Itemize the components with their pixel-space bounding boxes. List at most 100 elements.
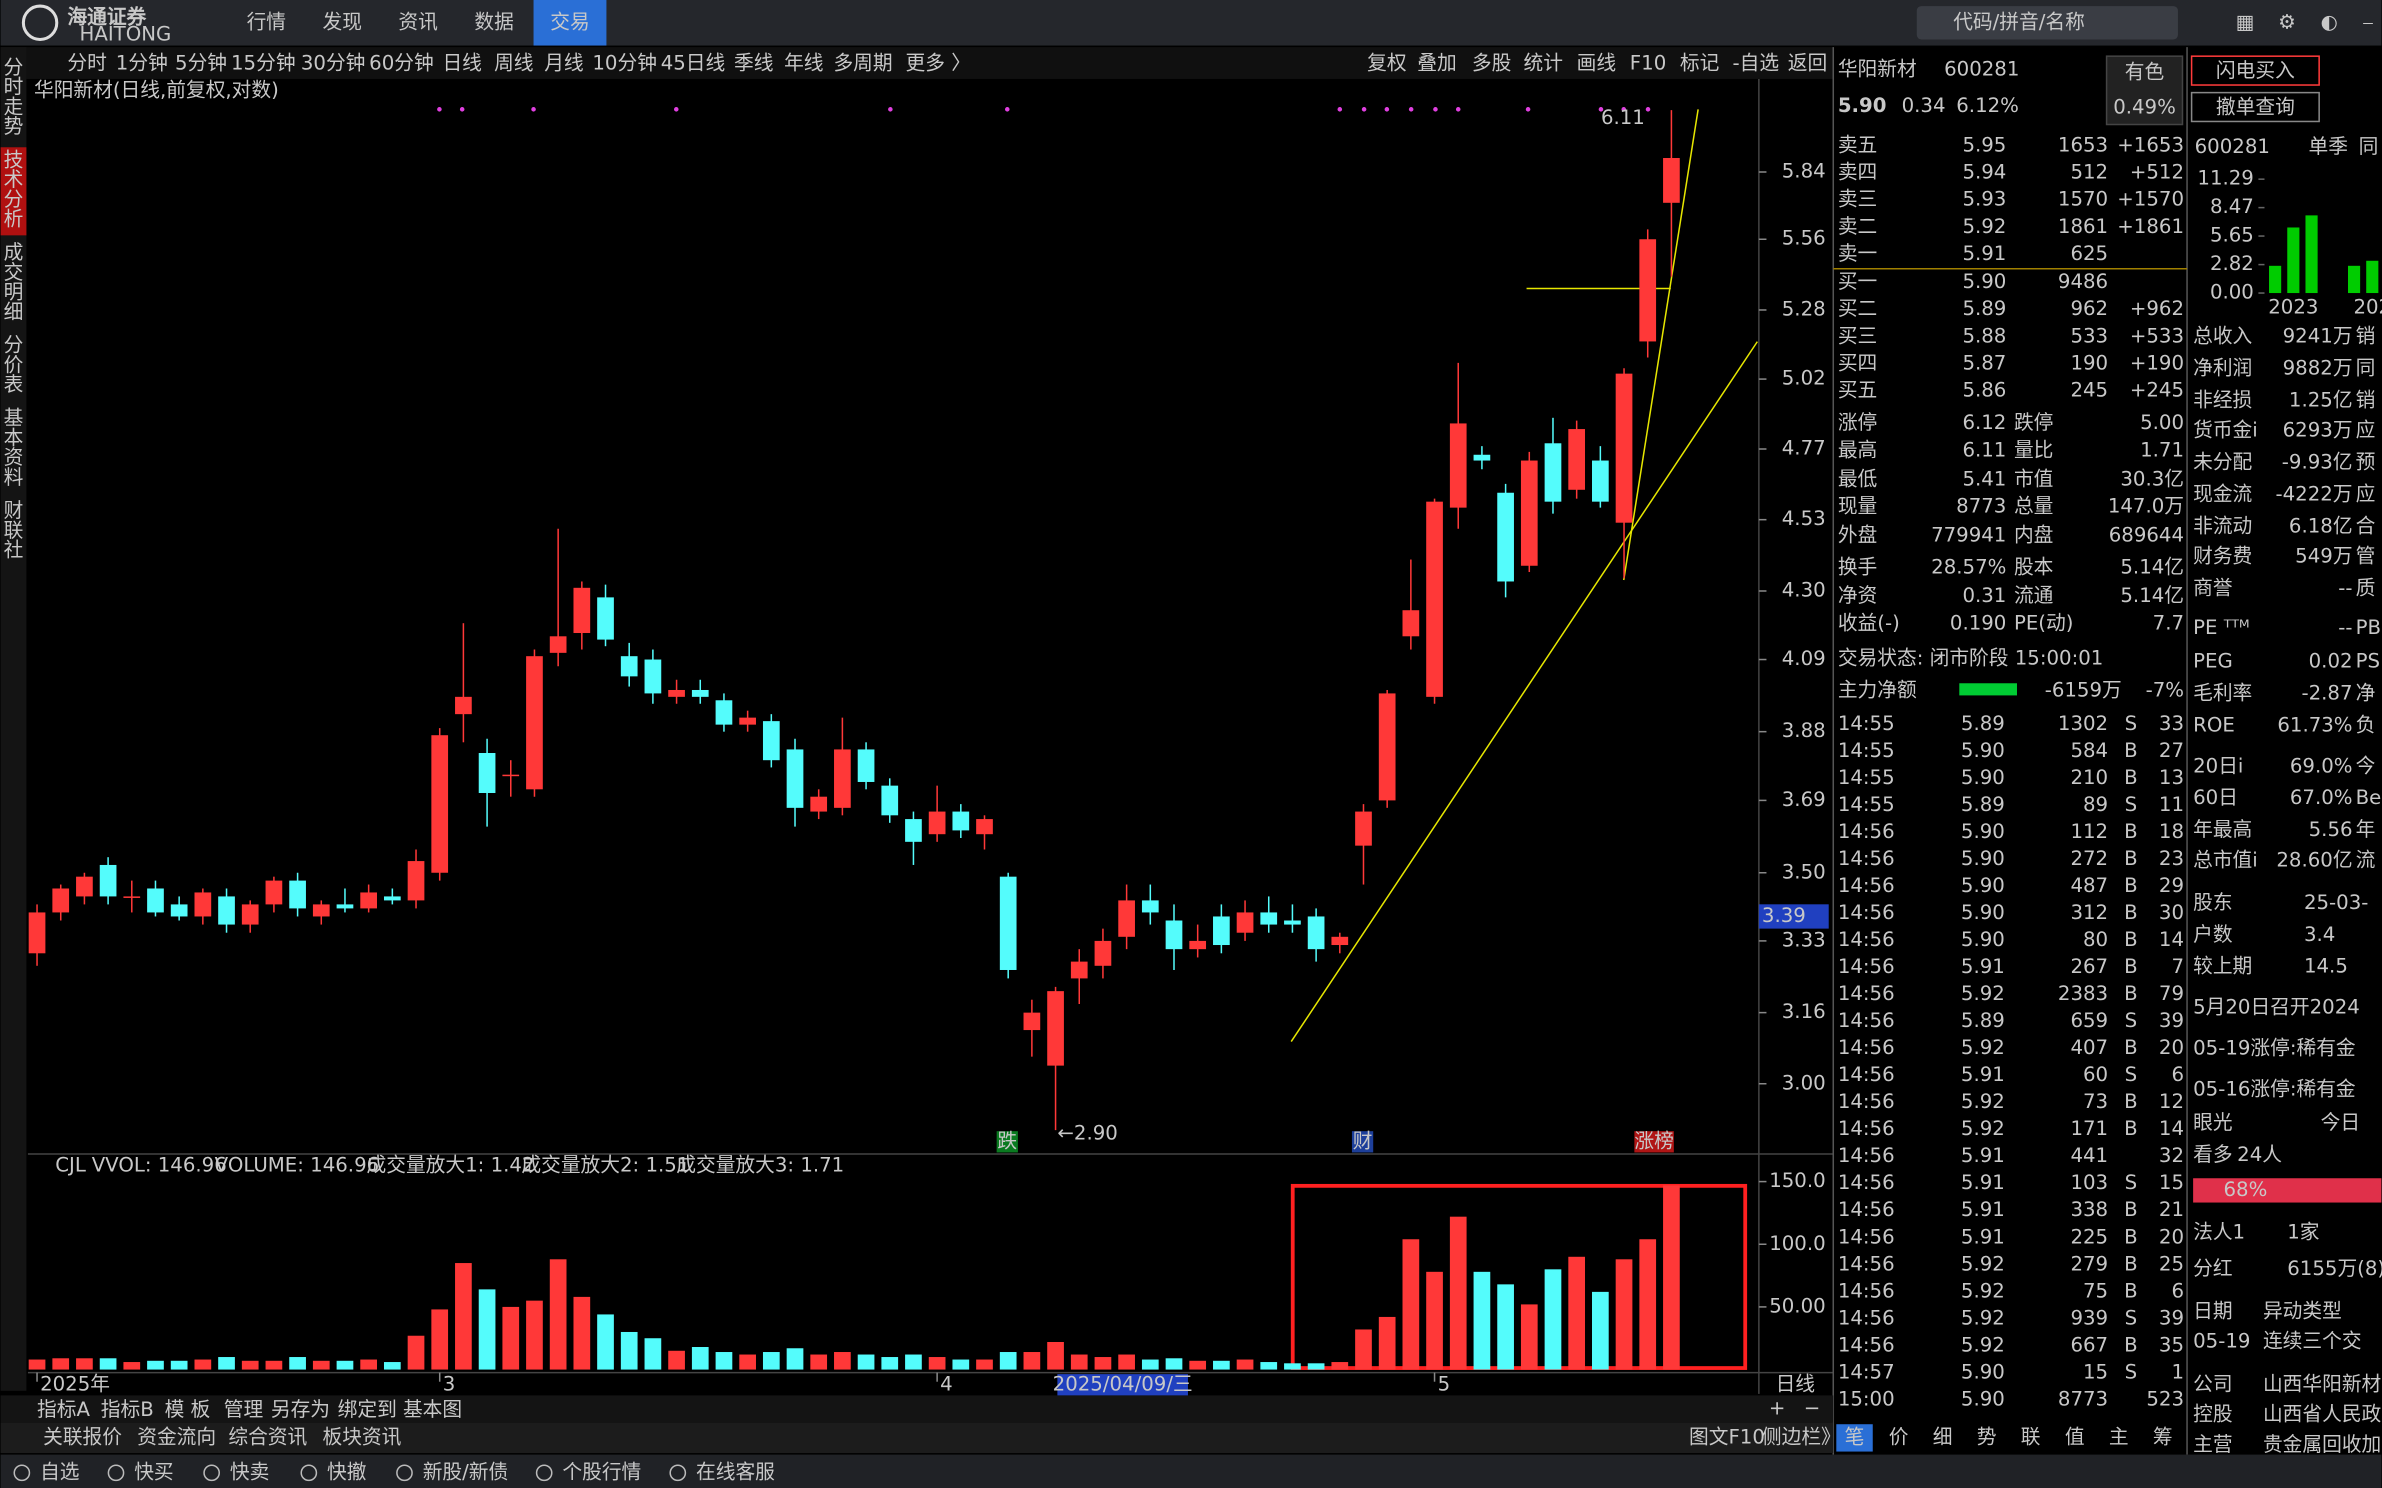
panel-tab[interactable]: 筹 xyxy=(2153,1425,2173,1448)
volume-bar xyxy=(336,1360,354,1370)
indicator-tab[interactable]: 管理 xyxy=(224,1398,264,1421)
taskbar-item[interactable]: 新股/新债 xyxy=(423,1460,509,1483)
period-tab[interactable]: 日线 xyxy=(442,51,481,74)
menu-item[interactable]: 发现 xyxy=(323,10,362,33)
tool-button[interactable]: F10 xyxy=(1630,51,1666,74)
trade-button[interactable] xyxy=(2190,55,2320,86)
side-tab-char[interactable]: 价 xyxy=(4,353,24,376)
period-tab[interactable]: 60分钟 xyxy=(369,51,434,74)
period-tab[interactable]: 多周期 xyxy=(833,51,892,74)
trade-button[interactable] xyxy=(2190,91,2320,123)
period-tab[interactable]: 周线 xyxy=(494,51,533,74)
period-tab[interactable]: 月线 xyxy=(544,51,583,74)
side-tab-char[interactable]: 分 xyxy=(4,56,24,79)
panel-tab[interactable]: 细 xyxy=(1933,1425,1953,1448)
side-tab-char[interactable]: 表 xyxy=(4,373,24,396)
taskbar-item[interactable]: 快卖 xyxy=(230,1460,269,1483)
period-tab[interactable]: 30分钟 xyxy=(301,51,366,74)
tool-button[interactable]: 返回 xyxy=(1788,51,1827,74)
trade-time: 14:56 xyxy=(1838,1198,1895,1221)
menu-item[interactable]: 交易 xyxy=(550,10,589,33)
side-tab-char[interactable]: 技 xyxy=(4,148,24,171)
menu-item[interactable]: 资讯 xyxy=(398,10,438,33)
side-tab-char[interactable]: 明 xyxy=(4,281,24,304)
side-tab-char[interactable]: 析 xyxy=(4,208,24,231)
side-tab-char[interactable]: 分 xyxy=(4,188,24,211)
taskbar-item[interactable]: 在线客服 xyxy=(696,1460,775,1483)
side-tab[interactable] xyxy=(1,498,27,566)
sector-box[interactable] xyxy=(2105,55,2184,126)
volume-bar xyxy=(857,1354,875,1370)
side-tab-char[interactable]: 分 xyxy=(4,334,24,357)
period-tab[interactable]: 分时 xyxy=(67,51,106,74)
status-tab[interactable]: 图文F10 xyxy=(1689,1425,1765,1448)
status-tab[interactable]: 板块资讯 xyxy=(322,1425,401,1448)
tool-button[interactable]: 多股 xyxy=(1472,51,1512,74)
side-tab[interactable] xyxy=(1,240,27,328)
indicator-tab[interactable]: 模 板 xyxy=(165,1398,211,1421)
taskbar-item[interactable]: 快买 xyxy=(134,1460,173,1483)
zoom-button[interactable]: − xyxy=(1804,1397,1821,1420)
volume-bar xyxy=(976,1359,993,1370)
side-tab[interactable] xyxy=(1,147,27,235)
indicator-tab[interactable]: 基本图 xyxy=(403,1398,462,1421)
period-tab[interactable]: 5分钟 xyxy=(175,51,227,74)
taskbar-item[interactable]: 自选 xyxy=(40,1460,80,1483)
side-tab-char[interactable]: 势 xyxy=(4,115,24,138)
tool-button[interactable]: 画线 xyxy=(1577,51,1616,74)
panel-tab[interactable]: 势 xyxy=(1977,1425,1997,1448)
period-tab[interactable]: 季线 xyxy=(734,51,773,74)
panel-tab[interactable]: 笔 xyxy=(1845,1425,1865,1448)
period-tab[interactable]: 10分钟 xyxy=(592,51,657,74)
menu-item[interactable]: 行情 xyxy=(247,10,286,33)
tool-button[interactable]: 统计 xyxy=(1524,51,1563,74)
status-tab[interactable]: 综合资讯 xyxy=(228,1425,307,1448)
tool-button[interactable]: 叠加 xyxy=(1417,51,1456,74)
side-tab-char[interactable]: 细 xyxy=(4,300,24,323)
tool-button[interactable]: 复权 xyxy=(1367,51,1407,74)
trade-time: 14:56 xyxy=(1838,1144,1895,1167)
status-tab[interactable]: 侧边栏》 xyxy=(1762,1425,1841,1448)
status-tab[interactable]: 资金流向 xyxy=(137,1425,216,1448)
window-icon[interactable]: ◐ xyxy=(2321,10,2338,33)
status-tab[interactable]: 关联报价 xyxy=(43,1425,122,1448)
side-tab[interactable] xyxy=(1,333,27,401)
side-tab-char[interactable]: 财 xyxy=(4,499,24,522)
tool-button[interactable]: -自选 xyxy=(1733,51,1780,74)
period-tab[interactable]: 15分钟 xyxy=(231,51,296,74)
side-tab-char[interactable]: 交 xyxy=(4,261,24,284)
indicator-tab[interactable]: 绑定到 xyxy=(338,1398,397,1421)
side-tab-char[interactable]: 成 xyxy=(4,241,24,264)
side-tab-char[interactable]: 术 xyxy=(4,168,24,191)
period-tab[interactable]: 更多 〉 xyxy=(906,51,971,74)
panel-tab[interactable]: 价 xyxy=(1889,1425,1909,1448)
period-tab[interactable]: 年线 xyxy=(784,51,823,74)
window-icon[interactable]: ⚙ xyxy=(2278,10,2296,33)
zoom-button[interactable]: + xyxy=(1769,1397,1786,1420)
taskbar-item[interactable]: 个股行情 xyxy=(562,1460,641,1483)
side-tab[interactable] xyxy=(1,55,27,143)
panel-tab[interactable]: 值 xyxy=(2065,1425,2085,1448)
side-tab-char[interactable]: 基 xyxy=(4,407,24,430)
panel-tab[interactable]: 主 xyxy=(2109,1425,2129,1448)
side-tab-char[interactable]: 时 xyxy=(4,76,24,99)
side-tab-char[interactable]: 料 xyxy=(4,466,24,489)
taskbar-item[interactable]: 快撤 xyxy=(327,1460,366,1483)
period-tab[interactable]: 45日线 xyxy=(661,51,726,74)
side-tab-char[interactable]: 走 xyxy=(4,95,24,118)
side-tab[interactable] xyxy=(1,405,27,493)
panel-tab[interactable]: 联 xyxy=(2021,1425,2041,1448)
indicator-tab[interactable]: 另存为 xyxy=(271,1398,330,1421)
search-box[interactable] xyxy=(1916,6,2178,40)
indicator-tab[interactable]: 指标A xyxy=(37,1398,90,1421)
menu-item[interactable]: 数据 xyxy=(474,10,513,33)
indicator-tab[interactable]: 指标B xyxy=(101,1398,154,1421)
tool-button[interactable]: 标记 xyxy=(1680,51,1719,74)
side-tab-char[interactable]: 本 xyxy=(4,426,24,449)
window-icon[interactable]: ▦ xyxy=(2236,10,2255,33)
side-tab-char[interactable]: 联 xyxy=(4,519,24,542)
window-icon[interactable]: ⎯ xyxy=(2363,10,2373,33)
side-tab-char[interactable]: 社 xyxy=(4,539,24,562)
side-tab-char[interactable]: 资 xyxy=(4,446,24,469)
period-tab[interactable]: 1分钟 xyxy=(116,51,168,74)
